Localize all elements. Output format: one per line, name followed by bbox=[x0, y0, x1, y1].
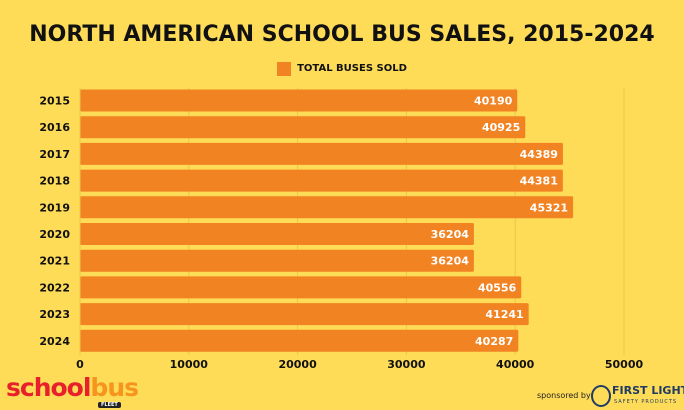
y-tick-label: 2017 bbox=[39, 148, 70, 161]
y-tick-label: 2019 bbox=[39, 201, 70, 214]
data-label: 41241 bbox=[485, 308, 523, 321]
data-label: 36204 bbox=[431, 228, 470, 241]
bar-2018 bbox=[80, 169, 563, 192]
y-tick-label: 2022 bbox=[39, 281, 70, 294]
y-tick-label: 2015 bbox=[39, 95, 70, 108]
legend-swatch bbox=[277, 62, 292, 76]
y-tick-label: 2018 bbox=[39, 175, 70, 188]
data-label: 44381 bbox=[520, 175, 558, 188]
y-tick-label: 2020 bbox=[39, 228, 70, 241]
data-label: 40925 bbox=[482, 121, 520, 134]
sponsor-subtitle: SAFETY PRODUCTS bbox=[614, 399, 678, 405]
data-label: 36204 bbox=[431, 255, 470, 268]
data-label: 44389 bbox=[520, 148, 558, 161]
bar-2022 bbox=[80, 276, 522, 299]
bar-2019 bbox=[80, 196, 574, 219]
fleet-badge: FLEET bbox=[98, 402, 121, 408]
bar-2015 bbox=[80, 89, 518, 112]
bar-2021 bbox=[80, 249, 474, 272]
legend: TOTAL BUSES SOLD bbox=[0, 62, 684, 76]
y-tick-label: 2021 bbox=[39, 255, 70, 268]
sponsor-name: FIRST LIGHT bbox=[612, 384, 684, 397]
x-tick-label: 50000 bbox=[605, 358, 644, 371]
data-label: 40556 bbox=[478, 281, 517, 294]
y-tick-label: 2016 bbox=[39, 121, 70, 134]
chart-title: NORTH AMERICAN SCHOOL BUS SALES, 2015-20… bbox=[29, 22, 655, 47]
x-tick-label: 0 bbox=[76, 358, 84, 371]
bar-2016 bbox=[80, 116, 526, 139]
y-tick-label: 2024 bbox=[39, 335, 70, 348]
schoolbus-fleet-logo: schoolbus bbox=[6, 373, 139, 402]
data-label: 45321 bbox=[530, 201, 568, 214]
bar-2024 bbox=[80, 329, 519, 352]
bar-2017 bbox=[80, 142, 563, 165]
data-label: 40287 bbox=[475, 335, 513, 348]
bar-2023 bbox=[80, 303, 529, 326]
x-tick-label: 10000 bbox=[170, 358, 209, 371]
data-label: 40190 bbox=[474, 95, 513, 108]
sponsored-by-text: sponsored by bbox=[537, 391, 591, 400]
x-tick-label: 20000 bbox=[278, 358, 317, 371]
y-tick-label: 2023 bbox=[39, 308, 70, 321]
bar-2020 bbox=[80, 223, 474, 245]
x-tick-label: 30000 bbox=[387, 358, 426, 371]
legend-label: TOTAL BUSES SOLD bbox=[297, 63, 407, 74]
first-light-logo-icon bbox=[591, 385, 611, 407]
x-tick-label: 40000 bbox=[496, 358, 535, 371]
